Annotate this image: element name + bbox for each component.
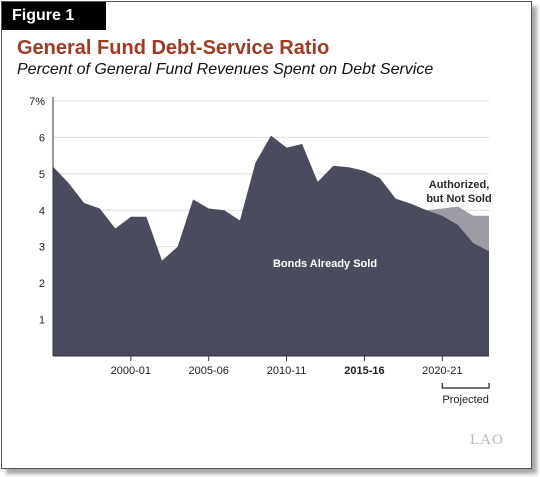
y-tick-label: 3 bbox=[39, 242, 45, 254]
x-tick-label: 2020-21 bbox=[422, 365, 462, 377]
lao-logo: LAO bbox=[470, 432, 504, 448]
y-tick-label: 7% bbox=[29, 96, 45, 108]
label-bonds-already-sold: Bonds Already Sold bbox=[273, 258, 377, 270]
x-tick-label: 2000-01 bbox=[111, 365, 151, 377]
y-tick-label: 1 bbox=[39, 315, 45, 327]
areas bbox=[53, 135, 489, 356]
axes: 1 2 3 4 5 6 7% 2000-01 2005-06 2010-11 2015-16 2020… bbox=[29, 96, 489, 377]
chart-subtitle: Percent of General Fund Revenues Spent o… bbox=[17, 61, 434, 78]
area-bonds-already-sold bbox=[53, 135, 489, 356]
x-tick-label: 2015-16 bbox=[344, 365, 384, 377]
projected-bracket bbox=[441, 383, 490, 389]
annotations: Bonds Already Sold Authorized, but Not Sol… bbox=[273, 179, 492, 406]
label-authorized-line2: but Not Sold bbox=[426, 193, 491, 205]
label-authorized-line1: Authorized, bbox=[429, 179, 490, 191]
label-projected: Projected bbox=[442, 394, 488, 406]
y-tick-label: 4 bbox=[39, 205, 45, 217]
y-tick-label: 6 bbox=[39, 132, 45, 144]
figure-label: Figure 1 bbox=[2, 2, 106, 30]
x-tick-label: 2005-06 bbox=[189, 365, 229, 377]
x-tick-label: 2010-11 bbox=[267, 365, 307, 377]
y-tick-label: 5 bbox=[39, 169, 45, 181]
chart-title: General Fund Debt-Service Ratio bbox=[17, 37, 330, 59]
y-tick-label: 2 bbox=[39, 278, 45, 290]
